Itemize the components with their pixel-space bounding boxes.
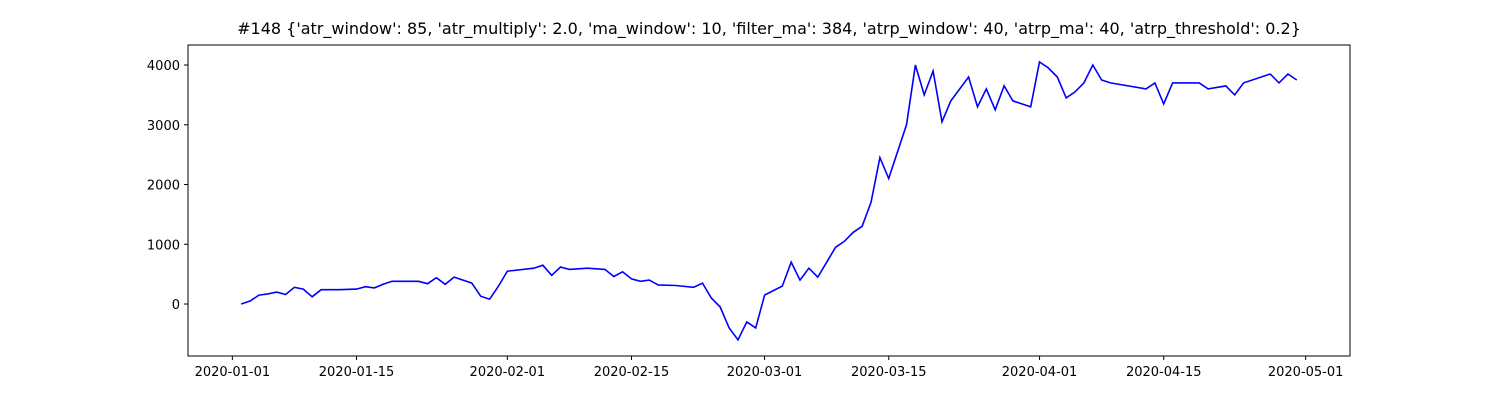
x-tick-label: 2020-03-01: [727, 365, 803, 380]
x-tick-label: 2020-03-15: [851, 365, 927, 380]
x-tick-label: 2020-01-01: [195, 365, 271, 380]
x-tick-label: 2020-02-01: [470, 365, 546, 380]
x-tick-label: 2020-04-15: [1126, 365, 1202, 380]
x-tick-label: 2020-05-01: [1268, 365, 1344, 380]
y-tick-label: 2000: [147, 179, 180, 194]
chart-title: #148 {'atr_window': 85, 'atr_multiply': …: [237, 19, 1301, 39]
x-tick-label: 2020-02-15: [594, 365, 670, 380]
y-tick-label: 3000: [147, 119, 180, 134]
y-tick-label: 0: [172, 298, 180, 313]
plot-frame: [187, 44, 1351, 357]
y-tick-label: 1000: [147, 238, 180, 253]
line-series: [240, 60, 1298, 342]
y-tick-label: 4000: [147, 59, 180, 74]
x-tick-label: 2020-04-01: [1002, 365, 1078, 380]
x-tick-label: 2020-01-15: [319, 365, 395, 380]
